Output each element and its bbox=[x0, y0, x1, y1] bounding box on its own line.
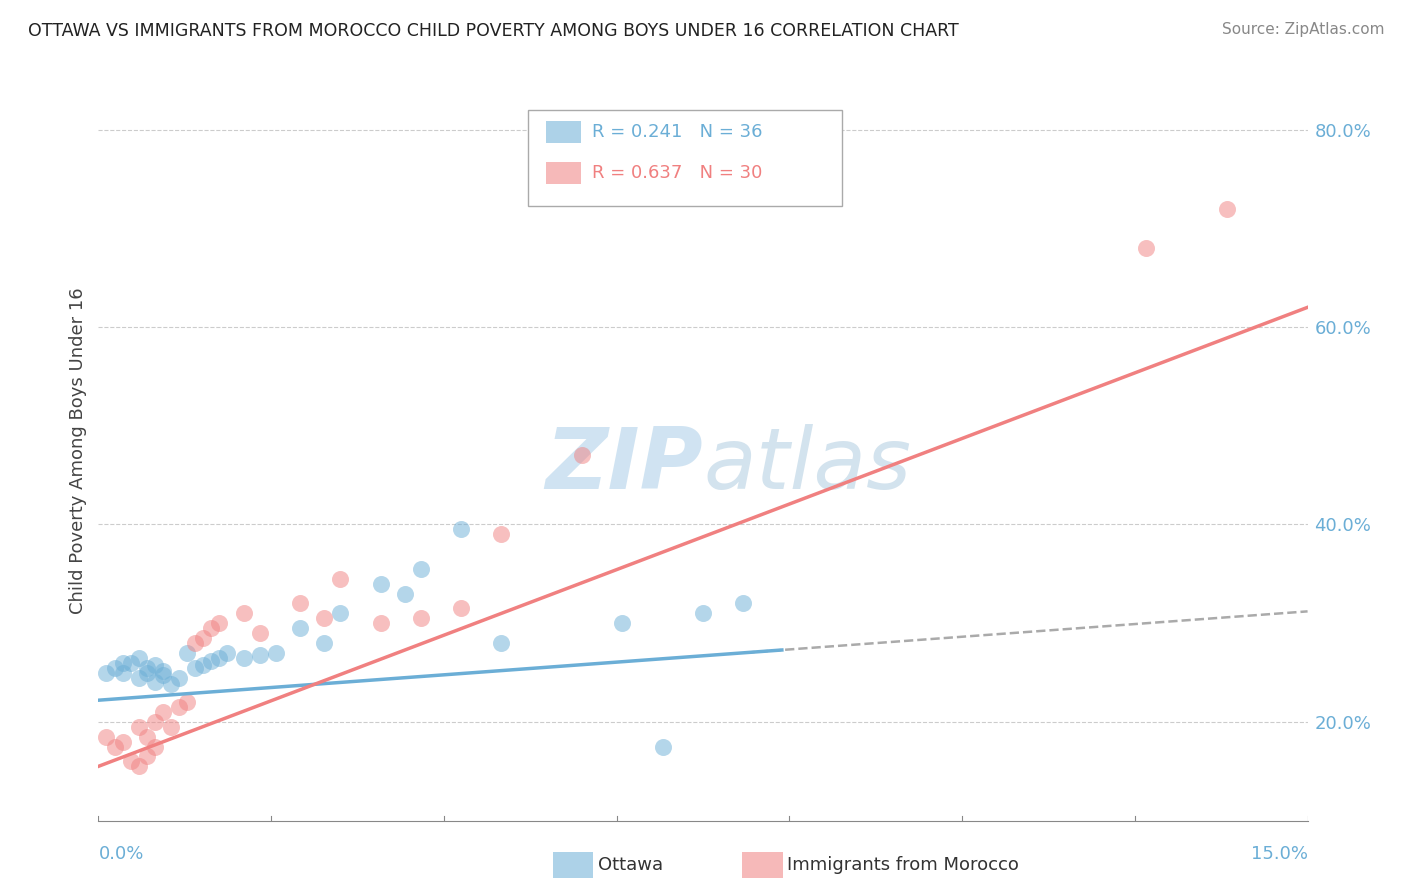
Point bbox=[103, 739, 125, 754]
Point bbox=[120, 656, 142, 670]
Point bbox=[176, 646, 198, 660]
Point bbox=[288, 597, 311, 611]
Point bbox=[217, 646, 239, 660]
Point bbox=[409, 562, 432, 576]
Point bbox=[152, 667, 174, 681]
Point bbox=[120, 755, 142, 769]
Point bbox=[135, 660, 157, 674]
Text: 15.0%: 15.0% bbox=[1250, 846, 1308, 863]
Text: Source: ZipAtlas.com: Source: ZipAtlas.com bbox=[1222, 22, 1385, 37]
Point bbox=[143, 675, 166, 690]
Point bbox=[184, 636, 207, 650]
Point bbox=[200, 654, 222, 668]
Point bbox=[167, 671, 190, 685]
Point bbox=[208, 616, 231, 631]
Point bbox=[394, 586, 416, 600]
FancyBboxPatch shape bbox=[527, 110, 842, 206]
Point bbox=[128, 720, 150, 734]
Point bbox=[329, 607, 352, 621]
Point bbox=[143, 657, 166, 672]
Point bbox=[314, 611, 336, 625]
Text: ZIP: ZIP bbox=[546, 424, 703, 507]
Point bbox=[208, 650, 231, 665]
Text: R = 0.637   N = 30: R = 0.637 N = 30 bbox=[592, 164, 762, 182]
Point bbox=[143, 714, 166, 729]
Point bbox=[232, 650, 254, 665]
Point bbox=[491, 527, 513, 541]
Point bbox=[314, 636, 336, 650]
Point bbox=[193, 631, 215, 645]
Point bbox=[450, 523, 472, 537]
Text: Immigrants from Morocco: Immigrants from Morocco bbox=[787, 856, 1019, 874]
Point bbox=[103, 660, 125, 674]
Point bbox=[111, 665, 134, 680]
Point bbox=[264, 646, 287, 660]
Point bbox=[128, 759, 150, 773]
Point bbox=[612, 616, 634, 631]
Point bbox=[128, 650, 150, 665]
Point bbox=[143, 739, 166, 754]
Point bbox=[135, 730, 157, 744]
Point bbox=[450, 601, 472, 615]
Point bbox=[96, 665, 118, 680]
Point bbox=[135, 749, 157, 764]
Point bbox=[692, 607, 714, 621]
Point bbox=[176, 695, 198, 709]
Point bbox=[200, 621, 222, 635]
Text: 0.0%: 0.0% bbox=[98, 846, 143, 863]
Point bbox=[184, 660, 207, 674]
Point bbox=[152, 705, 174, 719]
Point bbox=[288, 621, 311, 635]
Point bbox=[370, 576, 392, 591]
Point bbox=[249, 648, 271, 662]
Point bbox=[651, 739, 673, 754]
Point bbox=[152, 664, 174, 678]
Point bbox=[128, 671, 150, 685]
Point bbox=[167, 700, 190, 714]
Point bbox=[160, 677, 183, 691]
Point bbox=[370, 616, 392, 631]
FancyBboxPatch shape bbox=[546, 162, 581, 184]
Point bbox=[193, 657, 215, 672]
Text: atlas: atlas bbox=[703, 424, 911, 507]
Text: OTTAWA VS IMMIGRANTS FROM MOROCCO CHILD POVERTY AMONG BOYS UNDER 16 CORRELATION : OTTAWA VS IMMIGRANTS FROM MOROCCO CHILD … bbox=[28, 22, 959, 40]
Point bbox=[733, 597, 755, 611]
Point bbox=[135, 665, 157, 680]
Point bbox=[249, 626, 271, 640]
Point bbox=[1216, 202, 1239, 216]
FancyBboxPatch shape bbox=[546, 121, 581, 143]
Text: R = 0.241   N = 36: R = 0.241 N = 36 bbox=[592, 123, 762, 141]
Point bbox=[491, 636, 513, 650]
Point bbox=[329, 572, 352, 586]
Point bbox=[571, 449, 593, 463]
Point bbox=[96, 730, 118, 744]
Point bbox=[232, 607, 254, 621]
Text: Ottawa: Ottawa bbox=[598, 856, 662, 874]
Point bbox=[1135, 241, 1157, 255]
Y-axis label: Child Poverty Among Boys Under 16: Child Poverty Among Boys Under 16 bbox=[69, 287, 87, 614]
Point bbox=[409, 611, 432, 625]
Point bbox=[111, 734, 134, 748]
Point bbox=[111, 656, 134, 670]
Point bbox=[160, 720, 183, 734]
